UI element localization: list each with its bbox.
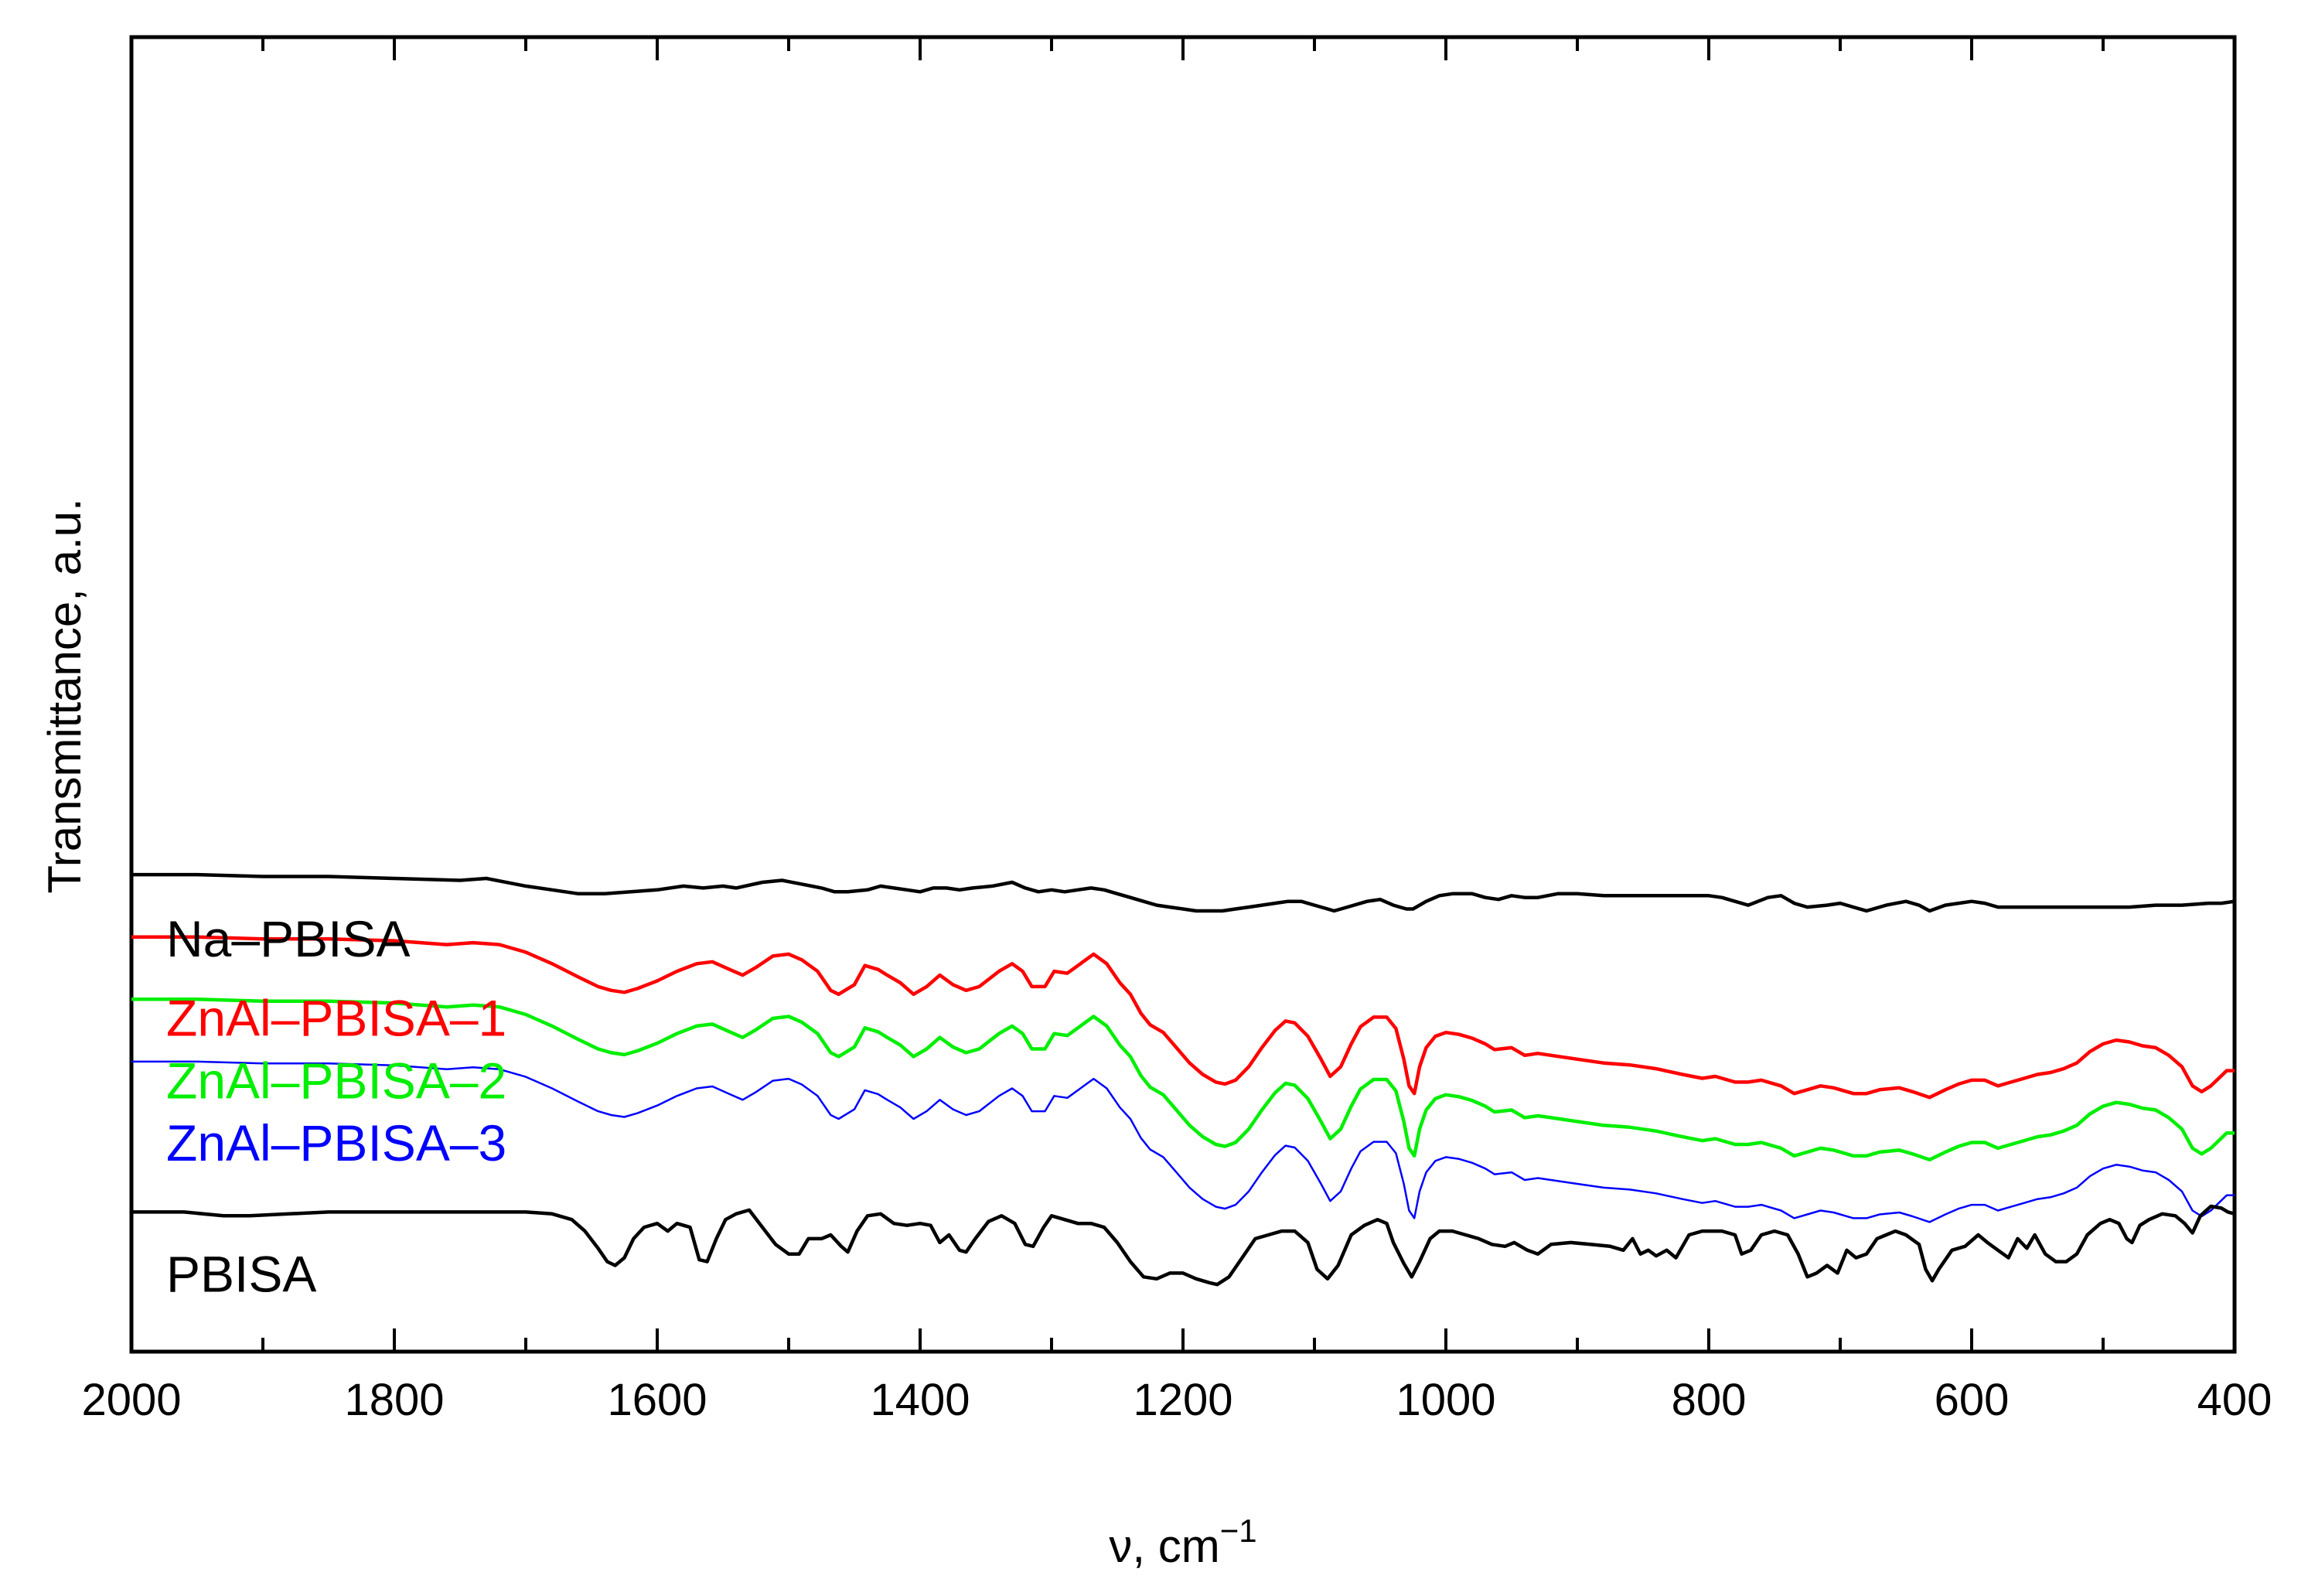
series-label-0: Na–PBISA (166, 910, 411, 967)
x-tick-label-1400: 1400 (870, 1375, 970, 1425)
x-tick-label-1600: 1600 (607, 1375, 707, 1425)
series-line-2 (131, 998, 2235, 1162)
x-axis-ticks (130, 37, 2236, 1352)
y-axis-title: Transmittance, a.u. (39, 498, 90, 893)
x-axis-title-superscript: −1 (1220, 1512, 1257, 1549)
series-line-0 (131, 872, 2235, 913)
series-line-4 (131, 1204, 2235, 1287)
series-line-1 (131, 935, 2235, 1100)
x-tick-label-800: 800 (1672, 1375, 1747, 1425)
series-labels: Na–PBISA ZnAl–PBISA–1ZnAl–PBISA–2ZnAl–PBI… (166, 910, 506, 1302)
x-tick-label-2000: 2000 (81, 1375, 181, 1425)
x-tick-label-1800: 1800 (344, 1375, 444, 1425)
series-line-3 (131, 1060, 2235, 1223)
series-label-3: ZnAl–PBISA–3 (166, 1114, 506, 1171)
x-axis-title-text: ν, cm (1109, 1520, 1219, 1572)
spectra (131, 872, 2235, 1287)
x-tick-label-400: 400 (2197, 1375, 2272, 1425)
series-label-2: ZnAl–PBISA–2 (166, 1052, 506, 1109)
x-tick-label-600: 600 (1935, 1375, 2010, 1425)
series-label-1: ZnAl–PBISA–1 (166, 990, 506, 1047)
x-axis-title: ν, cm−1 (1109, 1512, 1256, 1572)
x-axis-tick-labels: 2000 1800 1600 1400 1200 1000 800 600 400 (81, 1375, 2272, 1425)
x-tick-label-1000: 1000 (1396, 1375, 1495, 1425)
x-tick-label-1200: 1200 (1133, 1375, 1232, 1425)
series-label-4: PBISA (166, 1245, 316, 1302)
